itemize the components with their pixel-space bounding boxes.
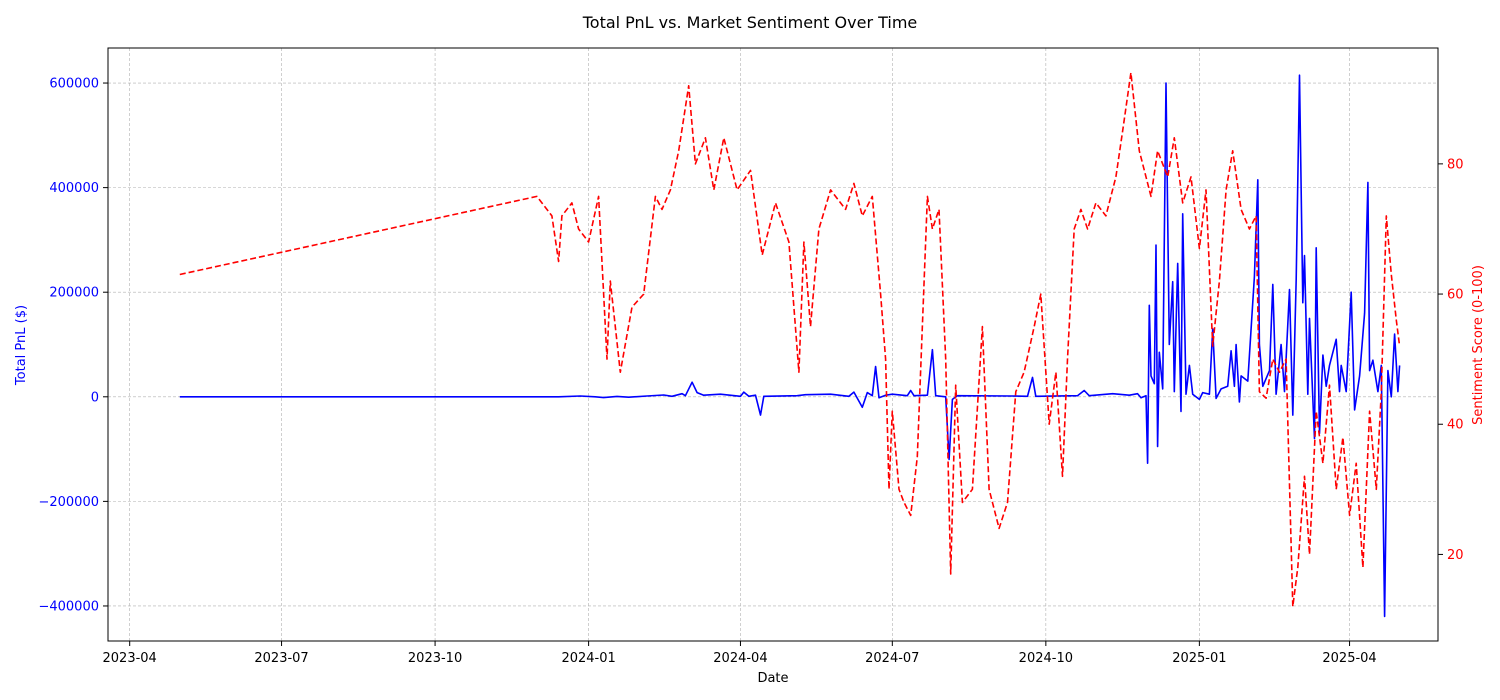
- y-axis-left-title: Total PnL ($): [14, 305, 29, 386]
- y-right-tick-label-2: 40: [1447, 418, 1464, 433]
- x-tick-label-8: 2025-04: [1322, 651, 1376, 666]
- x-tick-label-0: 2023-04: [103, 651, 157, 666]
- y-axis-left: 600000 400000 200000 0 −200000 −400000: [38, 77, 108, 614]
- pnl-line: [179, 74, 1401, 618]
- chart-title: Total PnL vs. Market Sentiment Over Time: [582, 13, 918, 32]
- y-right-tick-label-1: 60: [1447, 288, 1464, 303]
- sentiment-line: [179, 71, 1401, 608]
- x-tick-label-6: 2024-10: [1019, 651, 1073, 666]
- y-left-tick-label-1: 400000: [49, 181, 99, 196]
- x-tick-label-3: 2024-01: [561, 651, 615, 666]
- y-left-tick-label-0: 600000: [49, 77, 99, 92]
- y-axis-right: 80 60 40 20: [1438, 157, 1464, 563]
- plot-frame: [107, 47, 1439, 642]
- y-axis-right-title: Sentiment Score (0-100): [1471, 265, 1486, 425]
- x-tick-label-1: 2023-07: [254, 651, 308, 666]
- y-left-tick-label-2: 200000: [49, 286, 99, 301]
- sentiment-series: [179, 71, 1401, 608]
- x-tick-label-2: 2023-10: [408, 651, 462, 666]
- x-tick-label-4: 2024-04: [713, 651, 767, 666]
- y-left-tick-label-3: 0: [91, 390, 99, 405]
- y-left-tick-label-5: −400000: [38, 599, 99, 614]
- grid-lines: [108, 48, 1438, 641]
- y-right-tick-label-0: 80: [1447, 157, 1464, 172]
- y-left-tick-label-4: −200000: [38, 495, 99, 510]
- pnl-series: [179, 74, 1401, 618]
- x-axis: 2023-04 2023-07 2023-10 2024-01 2024-04 2024-…: [103, 641, 1377, 666]
- x-tick-label-5: 2024-07: [865, 651, 919, 666]
- y-right-tick-label-3: 20: [1447, 548, 1464, 563]
- x-axis-title: Date: [757, 671, 788, 686]
- x-tick-label-7: 2025-01: [1172, 651, 1226, 666]
